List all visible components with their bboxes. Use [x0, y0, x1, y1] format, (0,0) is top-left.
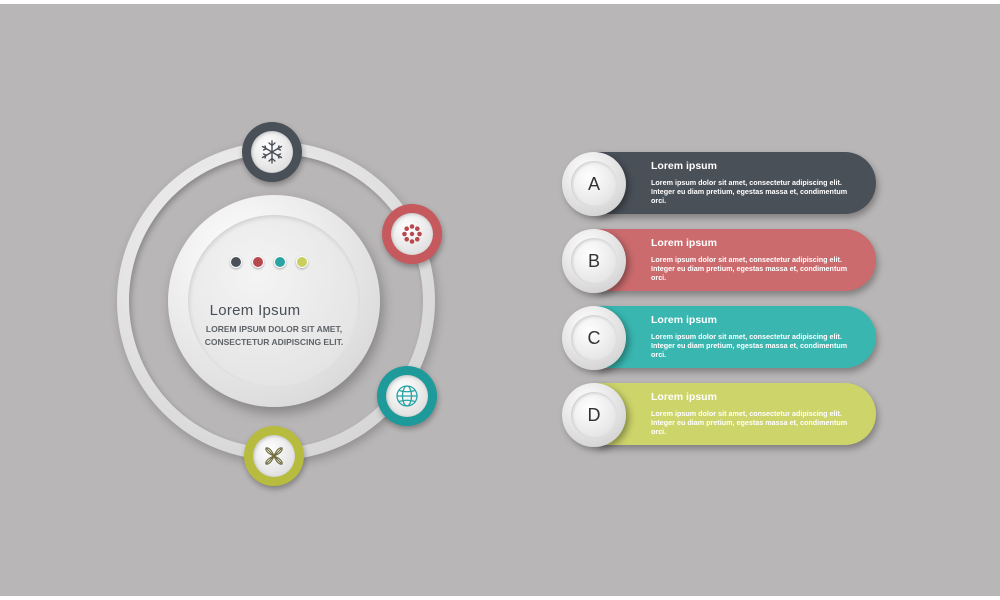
- list-item-d: D Lorem ipsum Lorem ipsum dolor sit amet…: [562, 383, 882, 447]
- item-body: Lorem ipsum dolor sit amet, consectetur …: [651, 178, 848, 205]
- item-letter: A: [571, 161, 617, 207]
- badge-snowflake: [242, 122, 302, 182]
- center-disk: [168, 195, 380, 407]
- list-item-b: B Lorem ipsum Lorem ipsum dolor sit amet…: [562, 229, 882, 293]
- badge-face: [253, 435, 295, 477]
- item-letter-circle: C: [562, 306, 626, 370]
- center-disk-inner: [188, 215, 360, 387]
- item-letter-circle: B: [562, 229, 626, 293]
- item-title: Lorem ipsum: [651, 160, 717, 172]
- list-item-a: A Lorem ipsum Lorem ipsum dolor sit amet…: [562, 152, 882, 216]
- snowflake-icon: [261, 140, 283, 164]
- center-title: Lorem Ipsum: [209, 302, 301, 319]
- badge-face: [251, 131, 293, 173]
- badge-face: [391, 213, 433, 255]
- globe-icon: [396, 385, 418, 407]
- dot-4: [296, 256, 308, 268]
- badge-leaf: [244, 426, 304, 486]
- item-letter: C: [571, 315, 617, 361]
- item-title: Lorem ipsum: [651, 314, 717, 326]
- item-letter: D: [571, 392, 617, 438]
- flower-icon: [402, 224, 422, 244]
- center-subtitle: LOREM IPSUM DOLOR SIT AMET, CONSECTETUR …: [204, 324, 344, 347]
- item-bar: [596, 152, 876, 214]
- color-dots: [230, 256, 310, 268]
- dot-1: [230, 256, 242, 268]
- list-item-c: C Lorem ipsum Lorem ipsum dolor sit amet…: [562, 306, 882, 370]
- item-letter: B: [571, 238, 617, 284]
- item-body: Lorem ipsum dolor sit amet, consectetur …: [651, 409, 848, 436]
- item-body: Lorem ipsum dolor sit amet, consectetur …: [651, 255, 848, 282]
- item-bar: [596, 306, 876, 368]
- badge-globe: [377, 366, 437, 426]
- dot-2: [252, 256, 264, 268]
- item-bar: [596, 229, 876, 291]
- leaf-ornament-icon: [265, 447, 283, 465]
- badge-face: [386, 375, 428, 417]
- item-bar: [596, 383, 876, 445]
- item-body: Lorem ipsum dolor sit amet, consectetur …: [651, 332, 848, 359]
- item-title: Lorem ipsum: [651, 391, 717, 403]
- item-letter-circle: A: [562, 152, 626, 216]
- infographic-canvas: Lorem Ipsum LOREM IPSUM DOLOR SIT AMET, …: [0, 4, 1000, 596]
- badge-flower: [382, 204, 442, 264]
- item-letter-circle: D: [562, 383, 626, 447]
- item-title: Lorem ipsum: [651, 237, 717, 249]
- dot-3: [274, 256, 286, 268]
